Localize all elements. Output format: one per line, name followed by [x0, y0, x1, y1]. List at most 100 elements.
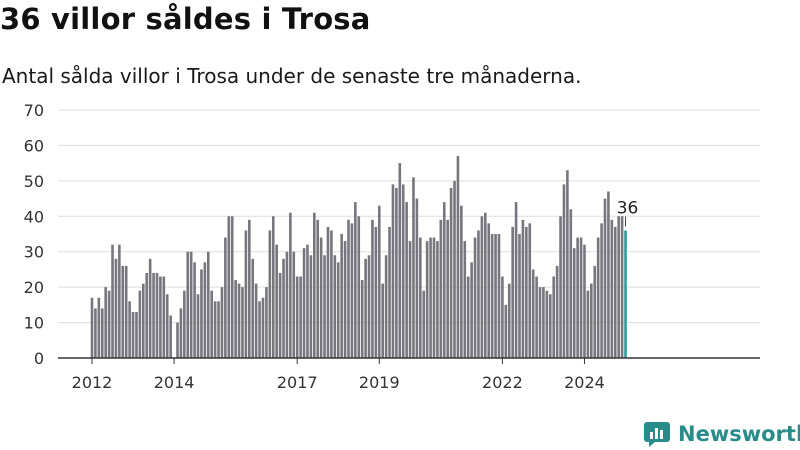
brand-logo: Newsworthy: [644, 420, 800, 448]
bar: [583, 244, 586, 358]
x-tick-label: 2024: [564, 373, 605, 392]
bar: [285, 251, 289, 358]
bar: [128, 301, 131, 358]
bar: [148, 258, 152, 358]
bar: [165, 294, 169, 358]
bar: [203, 262, 207, 358]
bar: [442, 202, 446, 358]
bar: [326, 226, 330, 358]
bar: [244, 230, 248, 358]
bar: [114, 258, 118, 358]
bar: [295, 276, 299, 358]
bar: [364, 258, 367, 358]
y-tick-label: 10: [24, 314, 44, 333]
bar: [528, 223, 532, 358]
bar: [176, 322, 179, 358]
bar: [261, 297, 265, 358]
bar: [278, 272, 282, 358]
y-tick-label: 50: [24, 172, 44, 191]
bar: [251, 258, 255, 358]
bar: [525, 226, 528, 358]
bar: [419, 237, 422, 358]
bar: [220, 287, 224, 358]
bar: [169, 315, 172, 358]
bar: [306, 244, 309, 358]
bar: [514, 202, 518, 358]
bar: [470, 262, 473, 358]
chart-title: 36 villor såldes i Trosa: [0, 2, 371, 36]
bar: [90, 297, 94, 358]
bar: [562, 184, 566, 358]
bar: [183, 290, 186, 358]
bar: [453, 180, 456, 358]
bar: [248, 219, 251, 358]
bar-latest: [624, 230, 627, 358]
bar: [600, 223, 603, 358]
bar: [230, 216, 234, 358]
bar: [213, 301, 217, 358]
bar: [494, 234, 497, 358]
bar: [511, 226, 514, 358]
bar: [377, 205, 381, 358]
bar: [603, 198, 607, 358]
bar: [347, 219, 350, 358]
bar: [521, 219, 525, 358]
bar: [480, 216, 484, 358]
bar: [206, 251, 210, 358]
bar: [542, 287, 545, 358]
bar: [484, 212, 487, 358]
bar: [449, 187, 453, 358]
bar: [398, 163, 402, 358]
bar: [490, 234, 494, 358]
bar: [333, 255, 337, 358]
bar: [189, 251, 193, 358]
bar: [289, 212, 292, 358]
bar: [271, 216, 275, 358]
bar: [620, 216, 624, 358]
x-tick-label: 2014: [154, 373, 195, 392]
bar: [340, 234, 343, 358]
bar: [367, 255, 371, 358]
bar: [456, 156, 460, 358]
bar: [124, 265, 128, 358]
bar: [193, 262, 196, 358]
bar: [118, 244, 121, 358]
bar: [131, 311, 135, 358]
bar: [104, 287, 107, 358]
x-tick-label: 2019: [359, 373, 400, 392]
bar: [545, 290, 549, 358]
bar: [323, 255, 326, 358]
y-tick-label: 0: [34, 349, 44, 368]
bar: [432, 237, 436, 358]
bar: [555, 265, 559, 358]
y-tick-label: 30: [24, 243, 44, 262]
brand-name: Newsworthy: [678, 421, 800, 446]
bar: [371, 219, 374, 358]
bar: [302, 248, 306, 358]
bar: [97, 297, 101, 358]
bar: [548, 294, 552, 358]
bar: [196, 294, 200, 358]
bar: [538, 287, 542, 358]
bar: [487, 223, 491, 358]
bar: [593, 265, 597, 358]
bar: [237, 283, 241, 358]
bar: [408, 241, 412, 358]
bar: [330, 230, 333, 358]
bar: [357, 216, 361, 358]
bar: [111, 244, 114, 358]
bar: [405, 202, 408, 358]
bar: [268, 230, 272, 358]
bar: [162, 276, 166, 358]
bar: [552, 276, 555, 358]
bar: [309, 255, 313, 358]
bar: [531, 269, 535, 358]
bar: [94, 308, 97, 358]
x-tick-label: 2017: [277, 373, 318, 392]
bar: [566, 170, 569, 358]
bar: [504, 304, 508, 358]
bar: [518, 234, 521, 358]
bar: [415, 198, 419, 358]
bar: [579, 237, 583, 358]
bar: [155, 272, 159, 358]
